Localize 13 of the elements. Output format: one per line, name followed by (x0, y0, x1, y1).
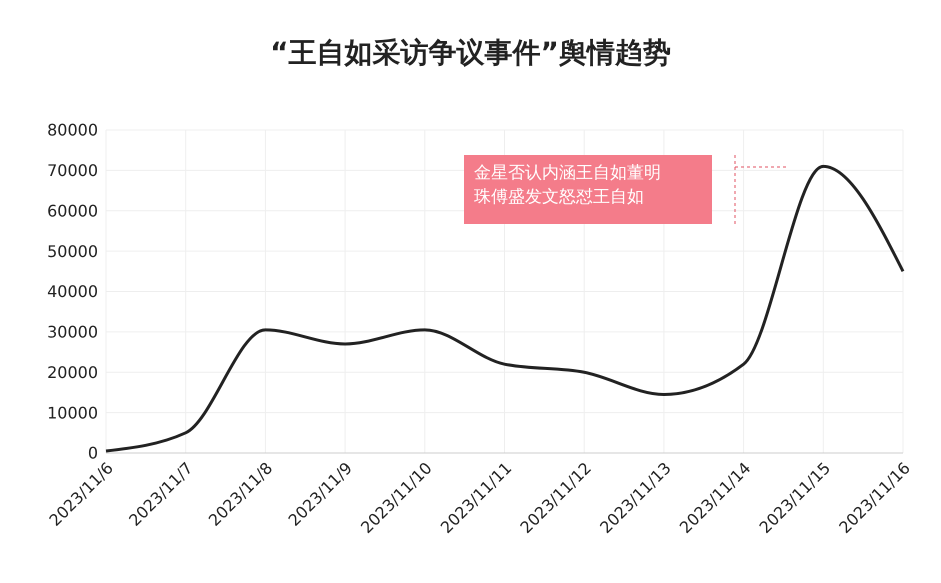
y-tick-label: 30000 (47, 322, 98, 342)
y-tick-label: 60000 (47, 201, 98, 220)
y-tick-label: 40000 (47, 282, 98, 302)
y-tick-label: 10000 (47, 403, 98, 422)
chart-title: “王自如采访争议事件”舆情趋势 (269, 35, 672, 71)
line-series (104, 164, 904, 452)
callout-box: 金星否认内涵王自如董明珠傅盛发文怒怼王自如 (464, 155, 712, 224)
y-tick-label: 70000 (47, 161, 98, 180)
y-tick-label: 0 (88, 444, 98, 463)
y-tick-label: 20000 (47, 362, 98, 382)
annotation: 金星否认内涵王自如董明珠傅盛发文怒怼王自如 (474, 162, 662, 209)
y-tick-label: 80000 (47, 120, 98, 140)
y-tick-label: 50000 (47, 242, 98, 261)
